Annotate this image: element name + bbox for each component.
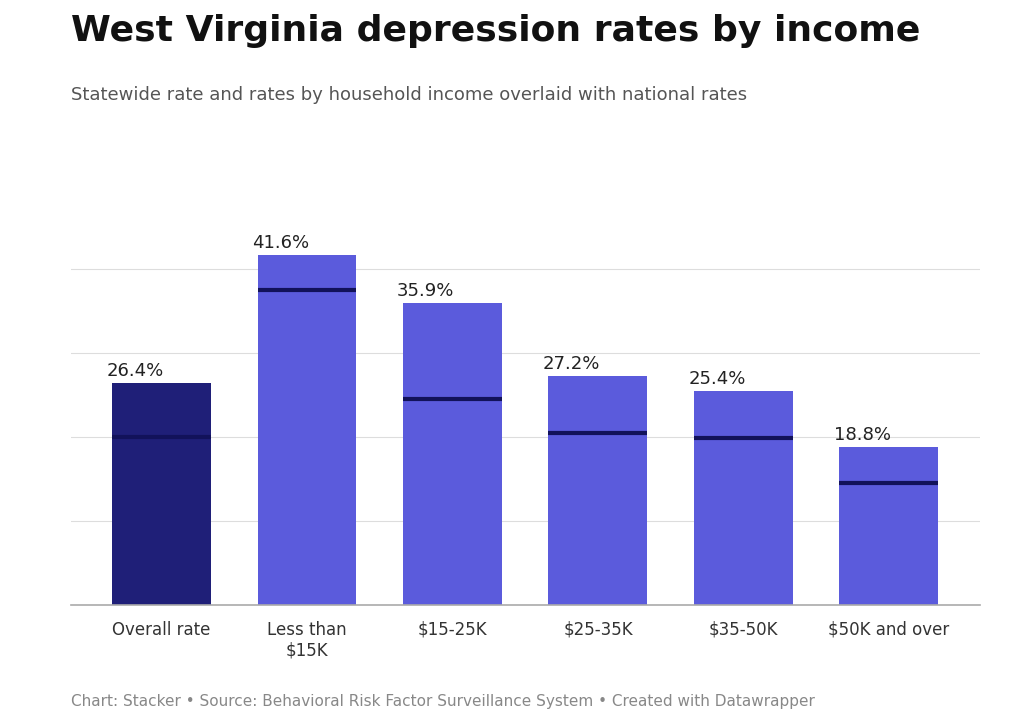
Text: Chart: Stacker • Source: Behavioral Risk Factor Surveillance System • Created wi: Chart: Stacker • Source: Behavioral Risk… [71,694,815,709]
Bar [403,303,502,605]
Bar [694,392,793,605]
Bar [839,447,938,605]
Text: 25.4%: 25.4% [688,370,745,388]
Text: 18.8%: 18.8% [833,426,891,444]
Text: Statewide rate and rates by household income overlaid with national rates: Statewide rate and rates by household in… [71,86,746,104]
Text: 26.4%: 26.4% [106,361,164,379]
Bar [258,256,357,605]
Text: 27.2%: 27.2% [542,355,600,373]
Text: West Virginia depression rates by income: West Virginia depression rates by income [71,14,920,48]
Bar [548,377,647,605]
Text: 35.9%: 35.9% [397,282,454,300]
Bar [112,383,211,605]
Text: 41.6%: 41.6% [251,234,309,252]
